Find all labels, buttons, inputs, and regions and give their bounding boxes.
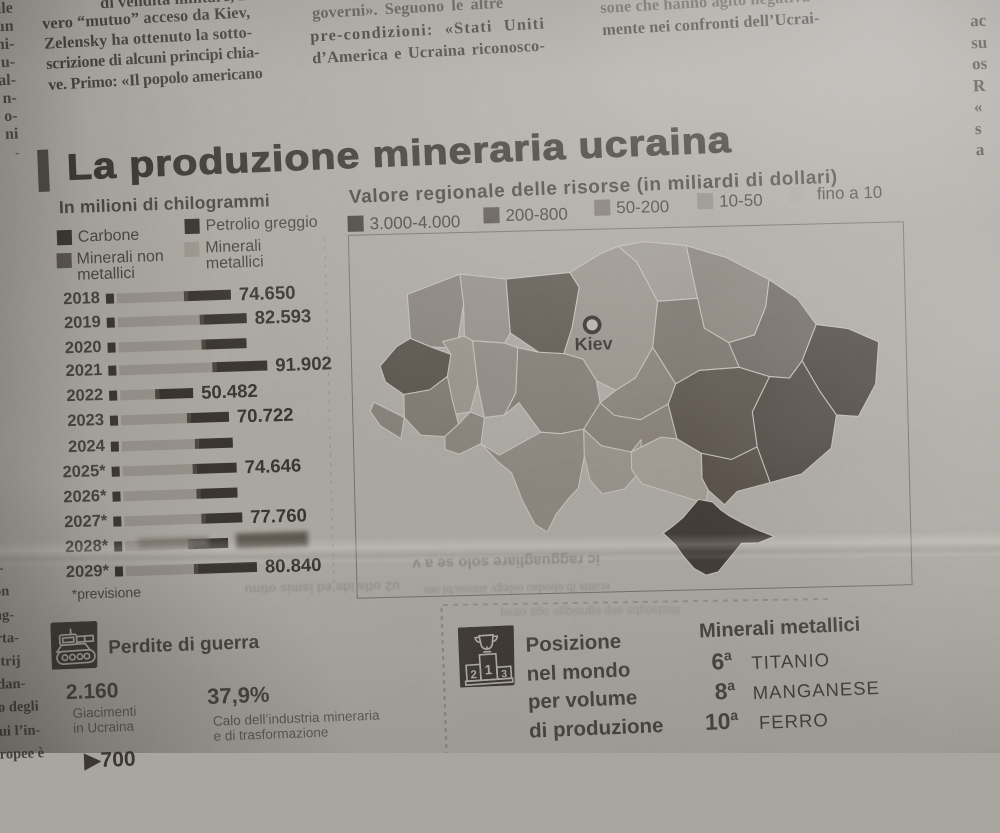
svg-text:1: 1 [484, 662, 493, 678]
svg-text:Kiev: Kiev [574, 333, 613, 354]
svg-text:3: 3 [501, 668, 508, 680]
svg-text:2: 2 [470, 669, 477, 681]
